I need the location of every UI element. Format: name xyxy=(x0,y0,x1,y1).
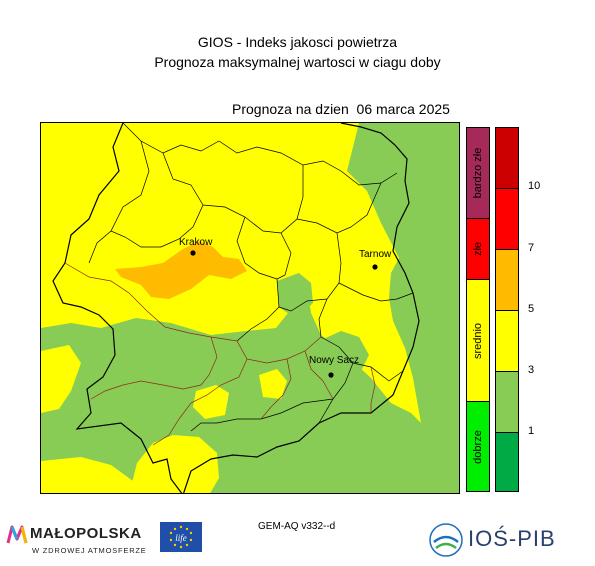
city-marker xyxy=(372,264,378,270)
category-label: złe xyxy=(472,241,484,257)
scale-tick: 10 xyxy=(528,180,541,192)
malopolska-logo: MAŁOPOLSKA W ZDROWEJ ATMOSFERZE xyxy=(6,521,156,561)
scale-tick: 3 xyxy=(528,364,535,376)
category-1: złe xyxy=(467,219,489,280)
title-line-2: Prognoza maksymalnej wartosci w ciagu do… xyxy=(154,54,441,70)
category-label: srednio xyxy=(472,322,484,359)
region-yellow-tarnow xyxy=(339,231,383,295)
poland-border xyxy=(52,123,183,493)
scale-segment xyxy=(496,311,518,372)
title-line-1: GIOS - Indeks jakosci powietrza xyxy=(197,34,398,50)
category-legend: bardzo złe złe srednio dobrze xyxy=(466,127,490,492)
ios-pib-logo: IOŚ-PIB xyxy=(428,522,568,558)
category-label: bardzo złe xyxy=(472,147,484,199)
scale-segment xyxy=(496,128,518,189)
eu-flag-icon: life xyxy=(160,522,202,552)
city-marker xyxy=(190,250,196,256)
city-label: Tarnow xyxy=(359,249,392,260)
scale-tick: 5 xyxy=(528,303,535,315)
scale-segment xyxy=(496,189,518,250)
region-orange-krakow xyxy=(115,241,247,299)
malopolska-tagline: W ZDROWEJ ATMOSFERZE xyxy=(32,546,147,555)
district-borders xyxy=(88,123,414,432)
ios-mark-icon xyxy=(429,523,463,557)
scale-segment xyxy=(496,372,518,433)
malopolska-wordmark: MAŁOPOLSKA xyxy=(30,525,142,542)
eu-life-logo: life xyxy=(160,522,202,552)
region-yellow-bottom-left xyxy=(41,457,137,493)
county-borders xyxy=(64,262,376,446)
region-yellow-southwest-patch xyxy=(41,345,81,413)
region-yellow-south-patch xyxy=(129,435,219,493)
city-label: Nowy Sacz xyxy=(309,355,359,366)
category-label: dobrze xyxy=(472,429,484,464)
poland-border-south xyxy=(183,123,420,493)
map-svg: Krakow Tarnow Nowy Sacz xyxy=(41,123,459,493)
category-3: dobrze xyxy=(467,402,489,491)
scale-tick: 7 xyxy=(528,242,535,254)
malopolska-mark-icon xyxy=(6,525,28,544)
category-2: srednio xyxy=(467,280,489,402)
region-green-center-patch xyxy=(277,273,313,319)
category-0: bardzo złe xyxy=(467,128,489,219)
region-yellow-islands xyxy=(193,369,287,419)
region-green-northeast xyxy=(347,123,459,493)
region-green-southwest xyxy=(41,281,421,493)
scale-segment xyxy=(496,250,518,311)
scale-tick: 1 xyxy=(528,425,535,437)
color-scale xyxy=(495,127,519,492)
life-text: life xyxy=(175,533,187,543)
forecast-date-label: Prognoza na dzien 06 marca 2025 xyxy=(232,101,450,117)
model-version-label: GEM-AQ v332--d xyxy=(258,521,336,532)
ios-pib-wordmark: IOŚ-PIB xyxy=(468,526,556,551)
scale-segment xyxy=(496,433,518,491)
air-quality-map: Krakow Tarnow Nowy Sacz xyxy=(40,122,460,494)
city-marker xyxy=(328,372,334,378)
city-label: Krakow xyxy=(179,237,213,248)
